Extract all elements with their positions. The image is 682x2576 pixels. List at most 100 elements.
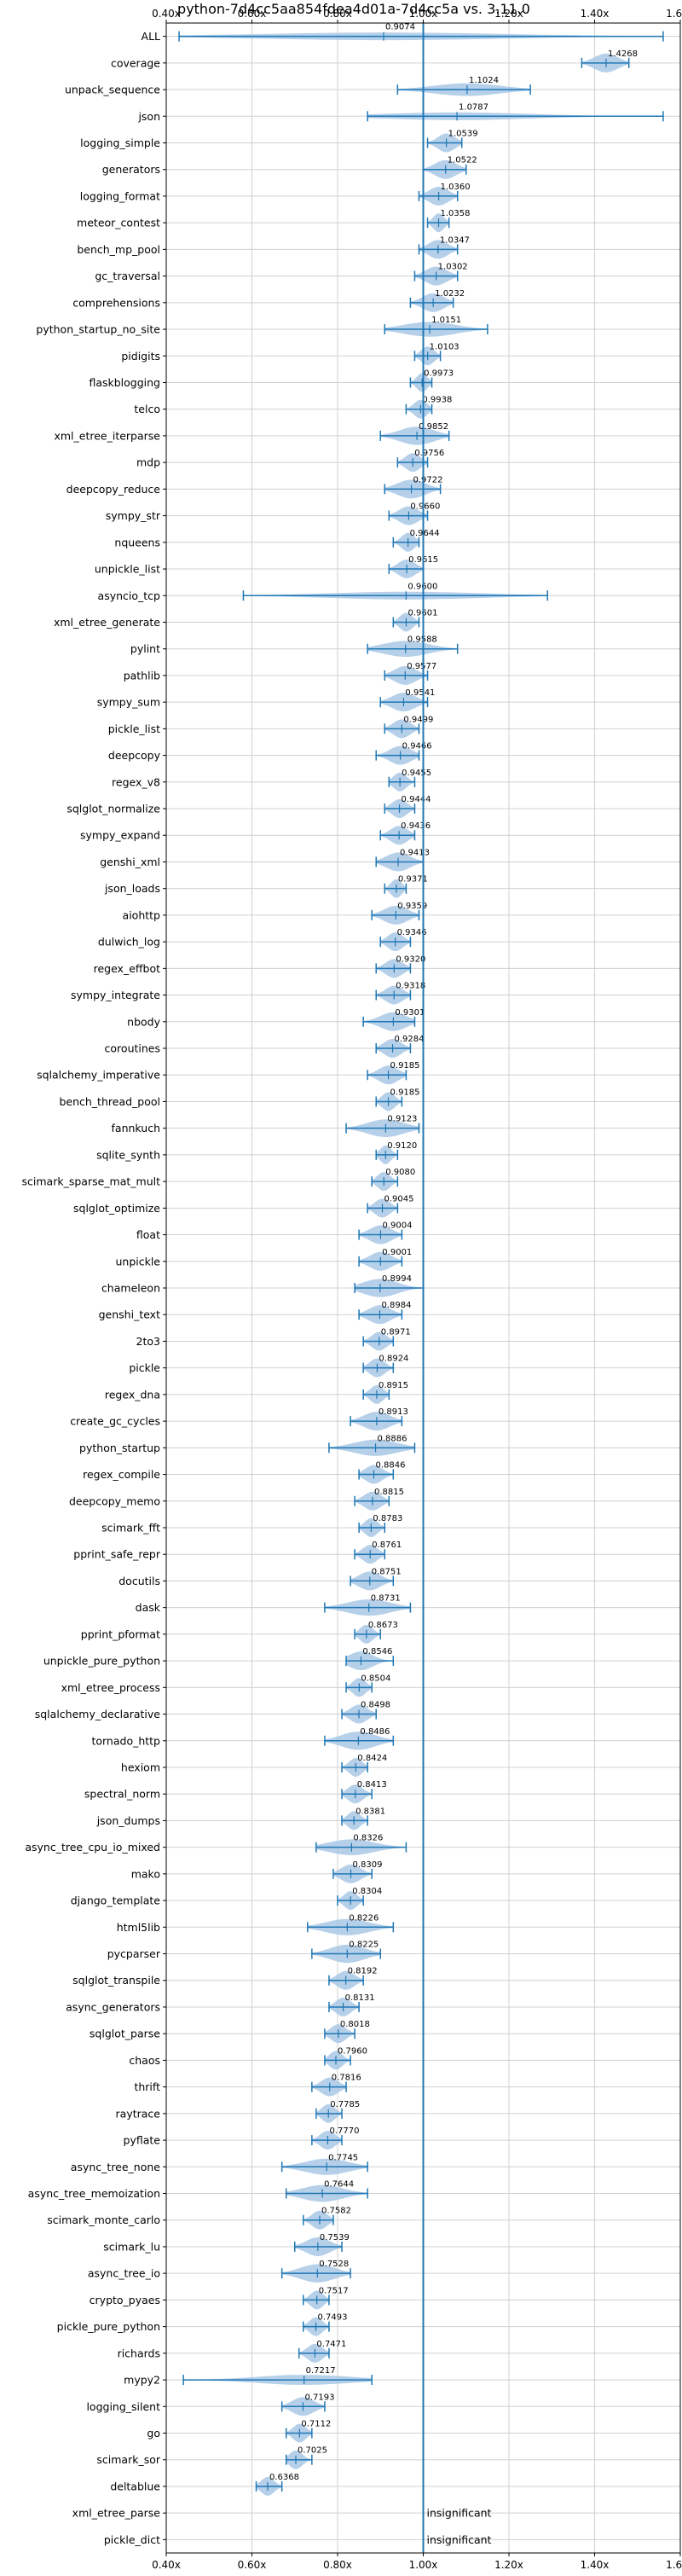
value-label: 0.8309 [353, 1860, 383, 1870]
category-label: sympy_expand [80, 829, 160, 842]
value-label: 1.0358 [440, 209, 470, 218]
category-label: logging_format [80, 189, 160, 202]
category-label: mako [131, 1867, 160, 1880]
value-label: 0.9413 [400, 848, 430, 857]
category-label: hexiom [121, 1761, 160, 1773]
category-label: pyflate [124, 2134, 161, 2147]
violin-layer [178, 31, 664, 2496]
value-label: 0.8913 [379, 1407, 408, 1417]
value-label: 0.7539 [320, 2233, 350, 2242]
category-label: deepcopy_memo [69, 1494, 160, 1507]
value-label: 0.9301 [395, 1008, 425, 1018]
category-label: dask [136, 1601, 161, 1614]
category-label: xml_etree_parse [72, 2507, 161, 2520]
category-label: logging_silent [86, 2400, 160, 2413]
value-label: 0.9074 [385, 23, 415, 32]
category-label: python_startup_no_site [36, 323, 160, 336]
value-label: 0.9123 [387, 1115, 417, 1124]
value-label: 0.8192 [348, 1967, 378, 1976]
category-label: nbody [127, 1015, 160, 1028]
category-label: async_tree_io [88, 2267, 160, 2280]
category-label: raytrace [116, 2107, 161, 2120]
x-tick-label-bottom: 0.60x [238, 2559, 267, 2571]
category-label: pickle [129, 1361, 160, 1374]
category-label: regex_compile [83, 1468, 160, 1481]
category-label: deepcopy [108, 749, 161, 762]
x-tick-label-bottom: 1.60x [666, 2559, 682, 2571]
category-label: docutils [118, 1575, 160, 1587]
category-label: regex_dna [105, 1388, 160, 1401]
category-label: async_tree_cpu_io_mixed [25, 1841, 160, 1854]
value-label: 0.7471 [316, 2340, 346, 2349]
value-label: 0.9045 [384, 1194, 414, 1204]
category-label: regex_v8 [112, 775, 160, 788]
x-tick-label-bottom: 0.80x [323, 2559, 352, 2571]
category-label: chaos [129, 2054, 160, 2067]
x-tick-label-bottom: 1.40x [581, 2559, 610, 2571]
category-label: mypy2 [124, 2374, 160, 2387]
value-label: 0.9852 [419, 422, 448, 432]
value-label: 0.8546 [362, 1647, 392, 1656]
value-label: 0.8783 [373, 1514, 402, 1523]
value-label: 0.9004 [382, 1221, 412, 1231]
category-label: unpickle [115, 1255, 160, 1268]
category-label: pidigits [121, 350, 160, 363]
x-tick-label-top: 1.60x [666, 8, 682, 20]
value-label: 0.9499 [403, 715, 433, 724]
value-label: 0.8018 [340, 2020, 370, 2029]
value-label: 0.9284 [395, 1035, 425, 1044]
category-label: json [137, 110, 160, 123]
value-label: 0.9756 [414, 449, 444, 458]
category-label: pickle_list [108, 722, 160, 735]
value-label: 1.0151 [431, 316, 461, 325]
category-label: pickle_dict [104, 2533, 160, 2546]
value-label: 0.9541 [405, 688, 435, 698]
category-label: comprehensions [72, 296, 160, 309]
value-label: 0.8815 [374, 1488, 404, 1497]
category-label: bench_mp_pool [77, 243, 160, 256]
value-label: 0.9371 [398, 875, 428, 885]
category-label: bench_thread_pool [59, 1095, 160, 1108]
category-label: mdp [136, 456, 160, 469]
value-label: 0.9938 [422, 396, 452, 405]
value-label: 1.1024 [469, 76, 499, 85]
value-label: 0.8915 [379, 1381, 408, 1390]
x-tick-label-bottom: 1.20x [494, 2559, 523, 2571]
value-label: 0.9346 [397, 928, 427, 937]
value-label: 0.8498 [361, 1701, 390, 1710]
value-label: 0.8225 [349, 1941, 379, 1950]
plot-frame [165, 22, 681, 2554]
category-label: pickle_pure_python [57, 2320, 160, 2333]
category-label: crypto_pyaes [90, 2294, 160, 2306]
x-tick-label-top: 0.40x [152, 8, 181, 20]
insignificant-label: insignificant [427, 2533, 492, 2546]
value-label: 0.8424 [357, 1754, 387, 1763]
category-label: genshi_text [99, 1308, 160, 1321]
axis-layer: 0.40x 0.40x 0.60x 0.60x 0.80x 0.80x 1.00x 1.00x… [22, 8, 682, 2571]
x-tick-label-top: 1.00x [409, 8, 438, 20]
category-label: richards [118, 2347, 160, 2359]
category-label: pylint [130, 642, 160, 655]
value-label: 0.7112 [301, 2420, 331, 2429]
category-label: meteor_contest [77, 217, 160, 229]
category-label: pycparser [107, 1947, 161, 1960]
value-label: 0.8131 [345, 1993, 375, 2003]
value-label: 0.8304 [352, 1887, 382, 1896]
category-label: html5lib [117, 1921, 160, 1934]
chart-title: python-7d4cc5aa854fdea4d01a-7d4cc5a vs. … [177, 1, 530, 17]
value-label: 0.7745 [328, 2153, 358, 2162]
value-label: 0.8381 [355, 1807, 385, 1816]
category-label: thrift [134, 2080, 160, 2093]
value-label: 0.8673 [368, 1621, 398, 1630]
x-tick-label-top: 0.80x [323, 8, 352, 20]
value-label: 0.8326 [353, 1834, 383, 1843]
value-label: 0.9185 [390, 1061, 420, 1070]
value-label: 0.8971 [381, 1327, 411, 1337]
category-label: tornado_http [91, 1734, 160, 1747]
value-label: 0.8486 [360, 1727, 390, 1737]
category-label: async_tree_memoization [28, 2187, 160, 2200]
value-label: 0.8846 [376, 1461, 406, 1471]
value-label: 1.4268 [608, 49, 638, 59]
category-label: sqlite_synth [96, 1148, 160, 1161]
category-label: unpickle_pure_python [43, 1655, 160, 1668]
